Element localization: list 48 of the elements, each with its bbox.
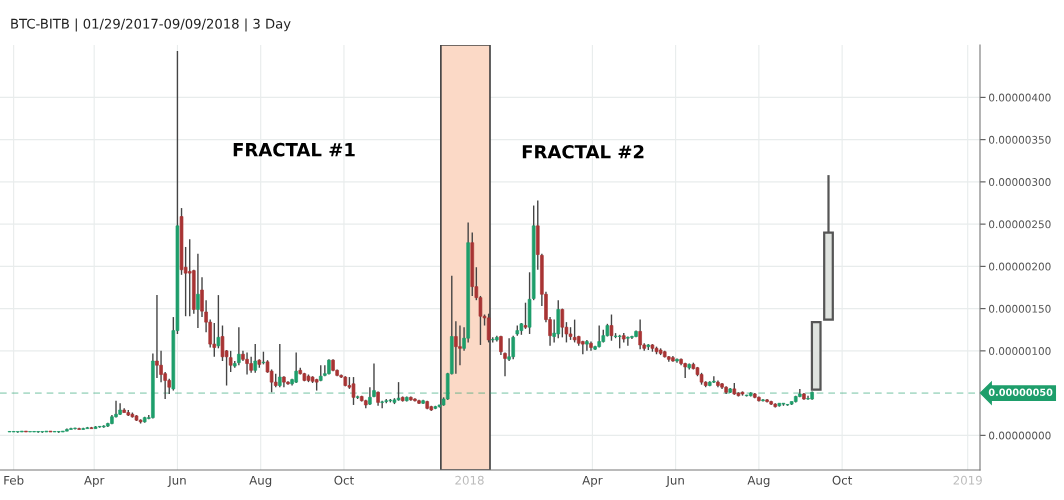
x-tick-label: Apr <box>84 475 105 487</box>
x-tick-label: Jun <box>665 475 684 487</box>
annotation: FRACTAL #1 <box>233 142 355 157</box>
y-tick-label: 0.00000200 <box>989 262 1051 271</box>
candlestick <box>712 375 716 384</box>
y-tick-label: 0.00000400 <box>989 93 1051 102</box>
x-tick-label: Feb <box>4 475 24 485</box>
x-tick-label: Aug <box>249 475 272 487</box>
candlestick <box>609 313 614 342</box>
candlestick <box>196 253 200 329</box>
candlestick <box>380 400 384 410</box>
annotation: FRACTAL #2 <box>522 144 644 159</box>
x-tick-label: Oct <box>334 475 354 485</box>
candlestick <box>245 351 249 376</box>
candlestick <box>237 326 241 366</box>
x-tick-label: Oct <box>832 475 853 485</box>
candlestick <box>396 381 401 402</box>
y-tick-label: 0.00000350 <box>989 135 1051 144</box>
candlestick <box>294 351 298 384</box>
y-tick-label: 0.00000250 <box>989 220 1051 229</box>
y-tick-label: 0.00000150 <box>989 304 1051 313</box>
candlestick <box>572 318 577 344</box>
candlestick <box>187 238 192 317</box>
x-tick-label: 2018 <box>455 475 484 485</box>
candlestick <box>454 320 458 375</box>
candlestick <box>638 318 642 350</box>
candlestick <box>351 376 356 406</box>
candlestick <box>212 322 217 358</box>
candlestick <box>228 350 233 373</box>
candlestick <box>585 339 589 352</box>
y-tick-label: 0.00000300 <box>989 178 1051 186</box>
y-tick-label: 0.00000100 <box>989 347 1051 355</box>
x-tick-label: Jun <box>167 475 186 487</box>
candlestick <box>523 302 528 330</box>
x-tick-label: Aug <box>747 475 770 487</box>
x-tick-label: Apr <box>582 475 603 487</box>
chart-title: BTC-BITB | 01/29/2017-09/09/2018 | 3 Day <box>11 18 291 32</box>
candlestick <box>581 340 585 355</box>
candlestick <box>626 335 630 347</box>
x-tick-label: 2019 <box>953 475 982 485</box>
candlestick <box>155 294 159 379</box>
candlestick <box>560 307 565 339</box>
candlestick <box>253 343 258 374</box>
candlestick <box>683 361 687 379</box>
candlestick <box>511 334 515 361</box>
ref-line-label: 0.00000050 <box>988 388 1053 396</box>
candlestick <box>278 343 282 388</box>
y-tick-label: 0.00000000 <box>989 431 1051 440</box>
